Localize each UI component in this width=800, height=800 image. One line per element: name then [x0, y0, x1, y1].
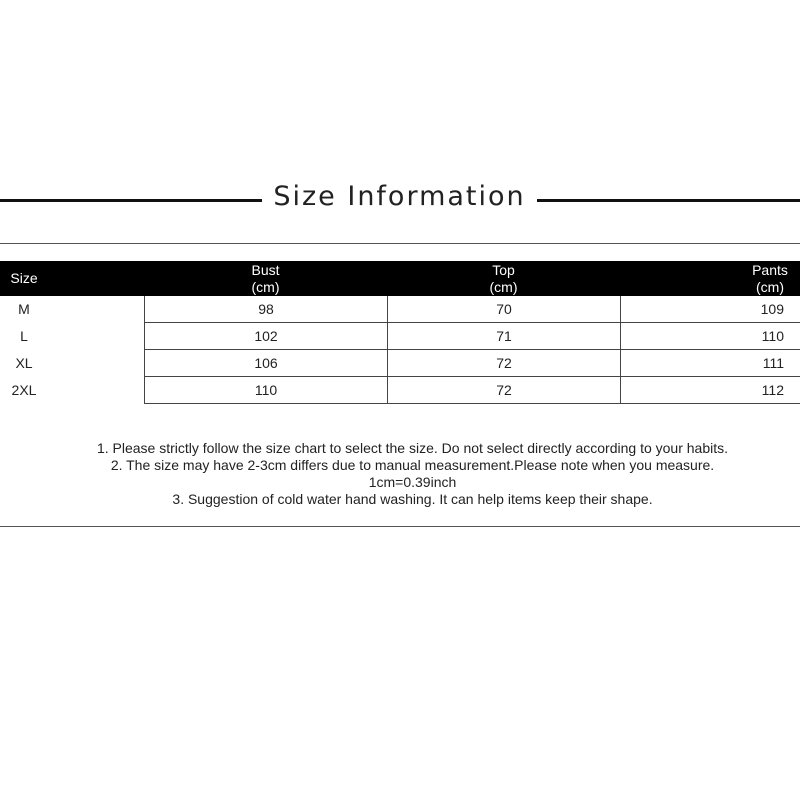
title-rule-left [0, 199, 262, 202]
table-cell: 109 [620, 296, 800, 323]
table-cell: 72 [387, 377, 620, 404]
note-conversion: 1cm=0.39inch [368, 474, 457, 490]
table-cell: 111 [620, 350, 800, 377]
size-label: M [18, 301, 30, 317]
table-cell: 70 [387, 296, 620, 323]
note-2: 2. The size may have 2-3cm differs due t… [110, 457, 715, 473]
notes: 1. Please strictly follow the size chart… [0, 440, 800, 508]
header-bust: Bust (cm) [251, 262, 280, 295]
size-label: 2XL [11, 382, 37, 398]
header-pants: Pants (cm) [752, 262, 788, 295]
divider-bottom [0, 526, 800, 527]
table-cell: 106 [144, 350, 387, 377]
table-cell: 72 [387, 350, 620, 377]
divider-top [0, 243, 800, 244]
size-label: XL [15, 355, 33, 371]
note-1: 1. Please strictly follow the size chart… [96, 440, 729, 456]
table-cell: 98 [144, 296, 387, 323]
size-label: L [20, 328, 28, 344]
header-top: Top (cm) [489, 262, 518, 295]
table-cell: 112 [620, 377, 800, 404]
table-cell: 102 [144, 323, 387, 350]
table-cell: 71 [387, 323, 620, 350]
note-3: 3. Suggestion of cold water hand washing… [172, 491, 653, 507]
title-rule-right [537, 199, 800, 202]
header-size: Size [10, 270, 38, 286]
table-header: Size Bust (cm) Top (cm) Pants (cm) [0, 261, 800, 296]
table-cell: 110 [144, 377, 387, 404]
page-title: Size Information [273, 181, 526, 212]
table-cell: 110 [620, 323, 800, 350]
